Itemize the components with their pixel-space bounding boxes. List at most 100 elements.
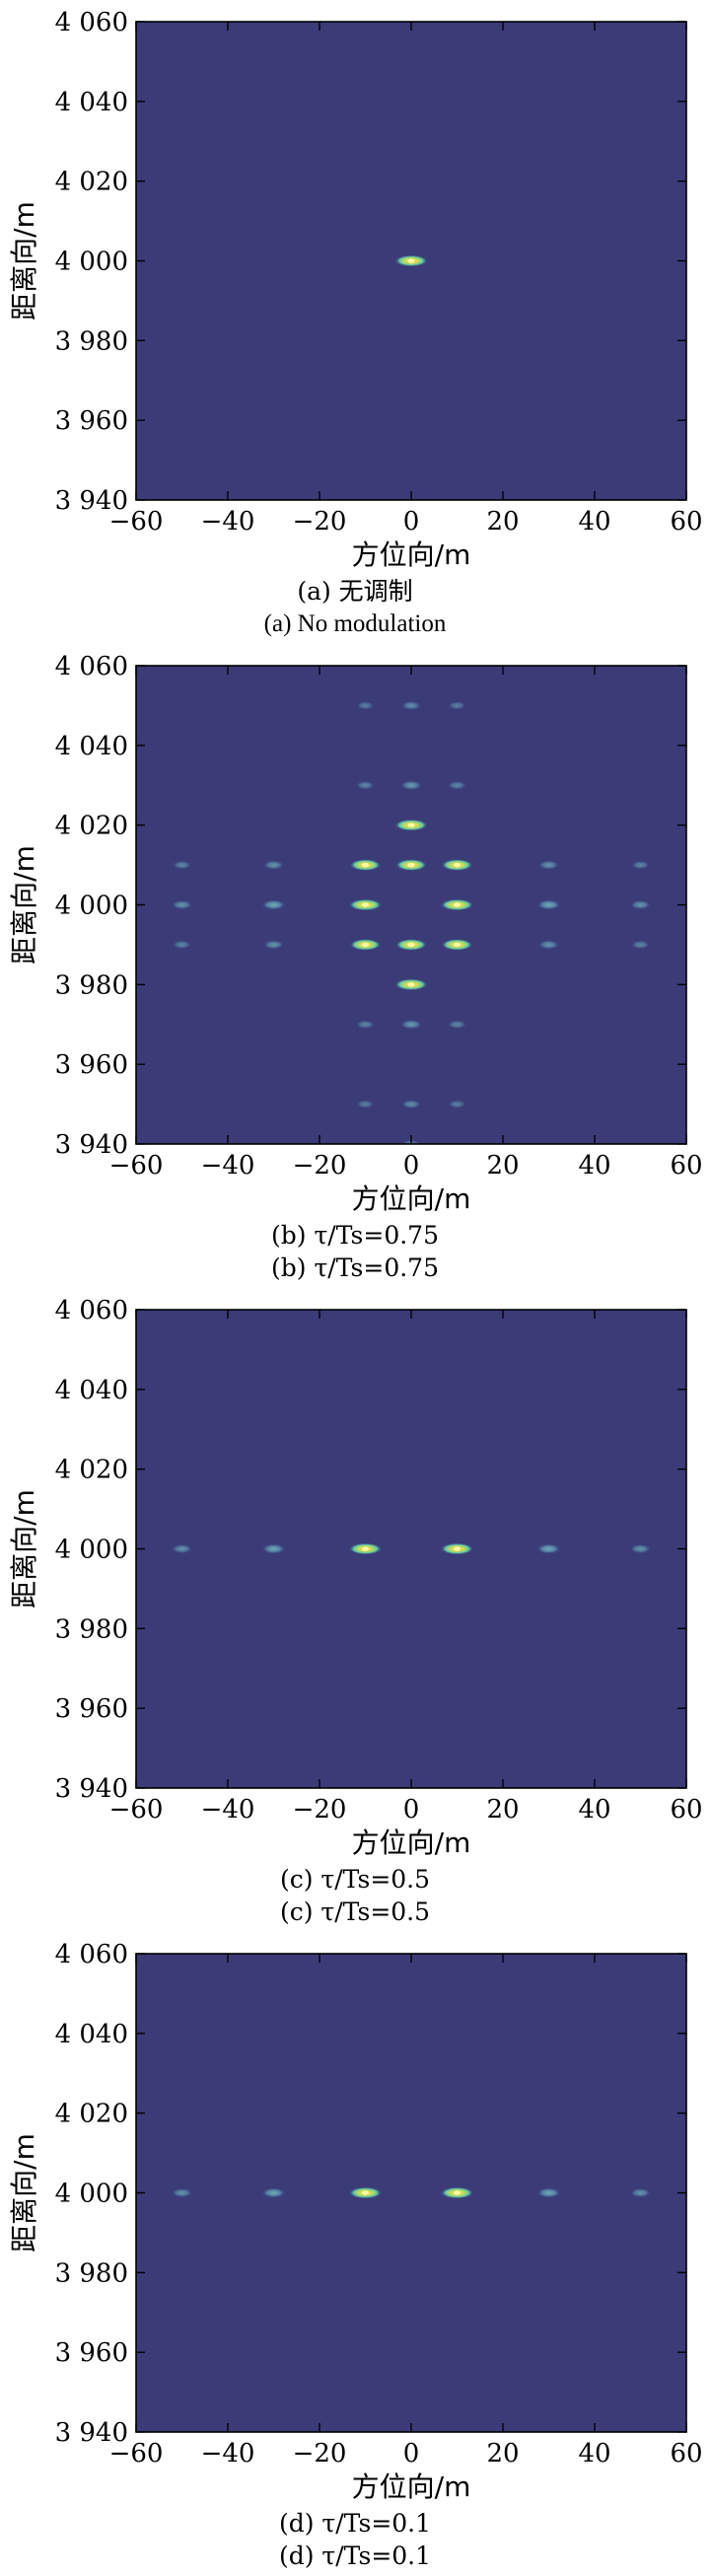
x-axis-label-b: 方位向/m — [352, 1182, 471, 1215]
peak-d-2 — [261, 2187, 286, 2198]
peak-core-b-6 — [454, 862, 461, 868]
peak-b-13 — [629, 899, 652, 910]
y-tick-label-b-6: 4 060 — [55, 652, 128, 681]
y-tick-label-a-4: 4 020 — [55, 168, 128, 197]
peak-core-b-8 — [407, 942, 415, 948]
x-tick-label-d-0: −60 — [109, 2439, 164, 2469]
y-tick-label-d-3: 4 000 — [55, 2180, 128, 2209]
heatmap-plot-a: −60 −40 −20 0 20 40 60 3 940 3 960 3 980 4 000 4 02… — [8, 8, 703, 571]
x-tick-label-b-4: 20 — [486, 1151, 519, 1181]
x-tick-label-c-1: −40 — [201, 1795, 255, 1825]
x-axis-label-d: 方位向/m — [352, 2470, 471, 2503]
peak-b-12 — [171, 899, 193, 910]
x-tick-label-a-3: 0 — [403, 507, 420, 537]
x-tick-label-b-2: −20 — [293, 1151, 347, 1181]
peak-b-28 — [355, 1020, 376, 1030]
y-tick-label-c-2: 3 980 — [55, 1614, 128, 1644]
peak-core-b-3 — [454, 902, 461, 907]
y-tick-label-d-4: 4 020 — [55, 2100, 128, 2129]
caption-en-c: (c) τ/Ts=0.5 — [279, 1897, 431, 1926]
peak-b-16 — [262, 940, 285, 950]
x-tick-label-d-3: 0 — [403, 2439, 420, 2469]
x-tick-label-b-5: 40 — [578, 1151, 610, 1181]
x-tick-label-b-0: −60 — [109, 1151, 164, 1181]
y-tick-label-d-5: 4 040 — [55, 2020, 128, 2049]
y-tick-label-b-3: 4 000 — [55, 892, 128, 921]
y-tick-label-a-0: 3 940 — [55, 486, 128, 516]
y-tick-label-a-6: 4 060 — [55, 8, 128, 37]
x-axis-label-a: 方位向/m — [352, 538, 471, 571]
y-tick-label-b-4: 4 020 — [55, 812, 128, 841]
peak-b-27 — [447, 780, 467, 790]
x-axis-label-c: 方位向/m — [352, 1826, 471, 1859]
peak-c-3 — [536, 1543, 561, 1554]
peak-b-33 — [448, 1100, 466, 1109]
x-tick-label-b-3: 0 — [403, 1151, 420, 1181]
x-tick-label-c-5: 40 — [578, 1795, 610, 1825]
y-tick-label-b-1: 3 960 — [55, 1050, 128, 1080]
heatmap-background-b — [136, 666, 686, 1144]
caption-zh-a: (a) 无调制 — [297, 577, 413, 606]
x-tick-label-b-1: −40 — [201, 1151, 255, 1181]
y-tick-label-b-5: 4 040 — [55, 732, 128, 761]
x-tick-label-a-5: 40 — [578, 507, 610, 537]
peak-b-20 — [172, 940, 192, 950]
y-axis-label-c: 距离向/m — [8, 1489, 40, 1609]
peak-core-d-0 — [362, 2190, 369, 2195]
caption-en-d: (d) τ/Ts=0.1 — [278, 2541, 432, 2570]
caption-zh-b: (b) τ/Ts=0.75 — [270, 1221, 439, 1250]
caption-zh-d: (d) τ/Ts=0.1 — [278, 2509, 432, 2538]
x-tick-label-a-1: −40 — [201, 507, 255, 537]
peak-core-b-9 — [454, 942, 461, 948]
peak-d-5 — [629, 2187, 652, 2198]
peak-b-30 — [356, 700, 375, 710]
y-axis-label-b: 距离向/m — [8, 845, 40, 965]
x-tick-label-d-2: −20 — [293, 2439, 347, 2469]
peak-core-a-0 — [407, 258, 415, 263]
heatmap-plot-d: −60 −40 −20 0 20 40 60 3 940 3 960 3 980 4 000 4 02… — [8, 1940, 703, 2503]
y-tick-label-b-2: 3 980 — [55, 970, 128, 1000]
x-tick-label-c-2: −20 — [293, 1795, 347, 1825]
peak-core-c-0 — [362, 1546, 369, 1551]
y-tick-label-a-3: 4 000 — [55, 248, 128, 277]
peak-core-b-2 — [362, 902, 369, 907]
y-tick-label-c-5: 4 040 — [55, 1376, 128, 1405]
x-tick-label-a-4: 20 — [486, 507, 519, 537]
peak-b-10 — [261, 899, 286, 910]
y-tick-label-d-0: 3 940 — [55, 2418, 128, 2448]
figure-panel-c: −60 −40 −20 0 20 40 60 3 940 3 960 3 980 4 000 4 02… — [0, 1288, 710, 1932]
peak-b-23 — [399, 1019, 423, 1030]
y-tick-label-c-1: 3 960 — [55, 1694, 128, 1724]
x-tick-label-b-6: 60 — [670, 1151, 702, 1181]
peak-b-26 — [355, 780, 376, 790]
x-tick-label-a-6: 60 — [670, 507, 702, 537]
peak-core-d-1 — [454, 2190, 461, 2195]
peak-b-18 — [172, 860, 192, 870]
y-tick-label-b-0: 3 940 — [55, 1130, 128, 1160]
x-tick-label-c-6: 60 — [670, 1795, 702, 1825]
heatmap-plot-c: −60 −40 −20 0 20 40 60 3 940 3 960 3 980 4 000 4 02… — [8, 1296, 703, 1859]
x-tick-label-a-2: −20 — [293, 507, 347, 537]
peak-core-b-1 — [407, 982, 415, 987]
peak-b-11 — [536, 899, 561, 910]
y-tick-label-c-4: 4 020 — [55, 1456, 128, 1485]
y-tick-label-d-1: 3 960 — [55, 2338, 128, 2368]
peak-b-32 — [356, 1100, 375, 1109]
peak-c-4 — [171, 1543, 193, 1554]
y-tick-label-d-6: 4 060 — [55, 1940, 128, 1969]
peak-b-19 — [630, 860, 651, 870]
x-tick-label-c-3: 0 — [403, 1795, 420, 1825]
peak-core-b-4 — [362, 862, 369, 868]
x-tick-label-c-4: 20 — [486, 1795, 519, 1825]
x-tick-label-d-1: −40 — [201, 2439, 255, 2469]
caption-en-a: (a) No modulation — [263, 610, 447, 637]
peak-core-b-7 — [362, 942, 369, 948]
peak-b-15 — [537, 860, 560, 870]
x-tick-label-d-4: 20 — [486, 2439, 519, 2469]
peak-b-29 — [447, 1020, 467, 1030]
y-axis-label-a: 距离向/m — [8, 201, 40, 321]
x-tick-label-d-5: 40 — [578, 2439, 610, 2469]
peak-c-2 — [261, 1543, 286, 1554]
x-tick-label-d-6: 60 — [670, 2439, 702, 2469]
y-tick-label-d-2: 3 980 — [55, 2258, 128, 2288]
